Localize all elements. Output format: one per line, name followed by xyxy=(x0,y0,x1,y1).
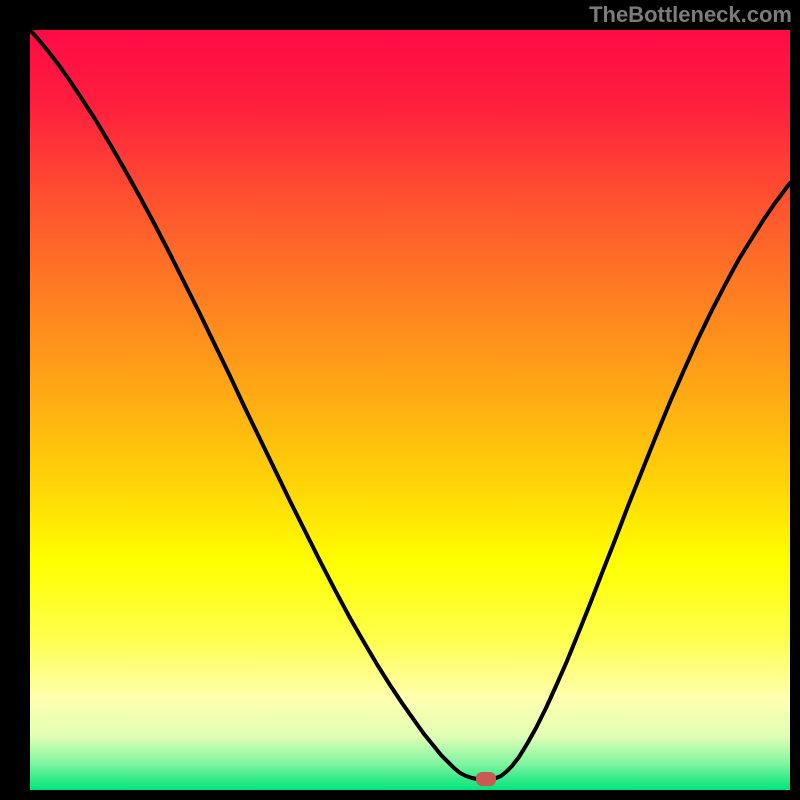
plot-area xyxy=(30,30,790,790)
curve-path xyxy=(30,30,790,779)
chart-frame: TheBottleneck.com xyxy=(0,0,800,800)
bottleneck-curve xyxy=(30,30,790,790)
optimum-marker xyxy=(476,772,496,786)
watermark-text: TheBottleneck.com xyxy=(589,2,792,28)
